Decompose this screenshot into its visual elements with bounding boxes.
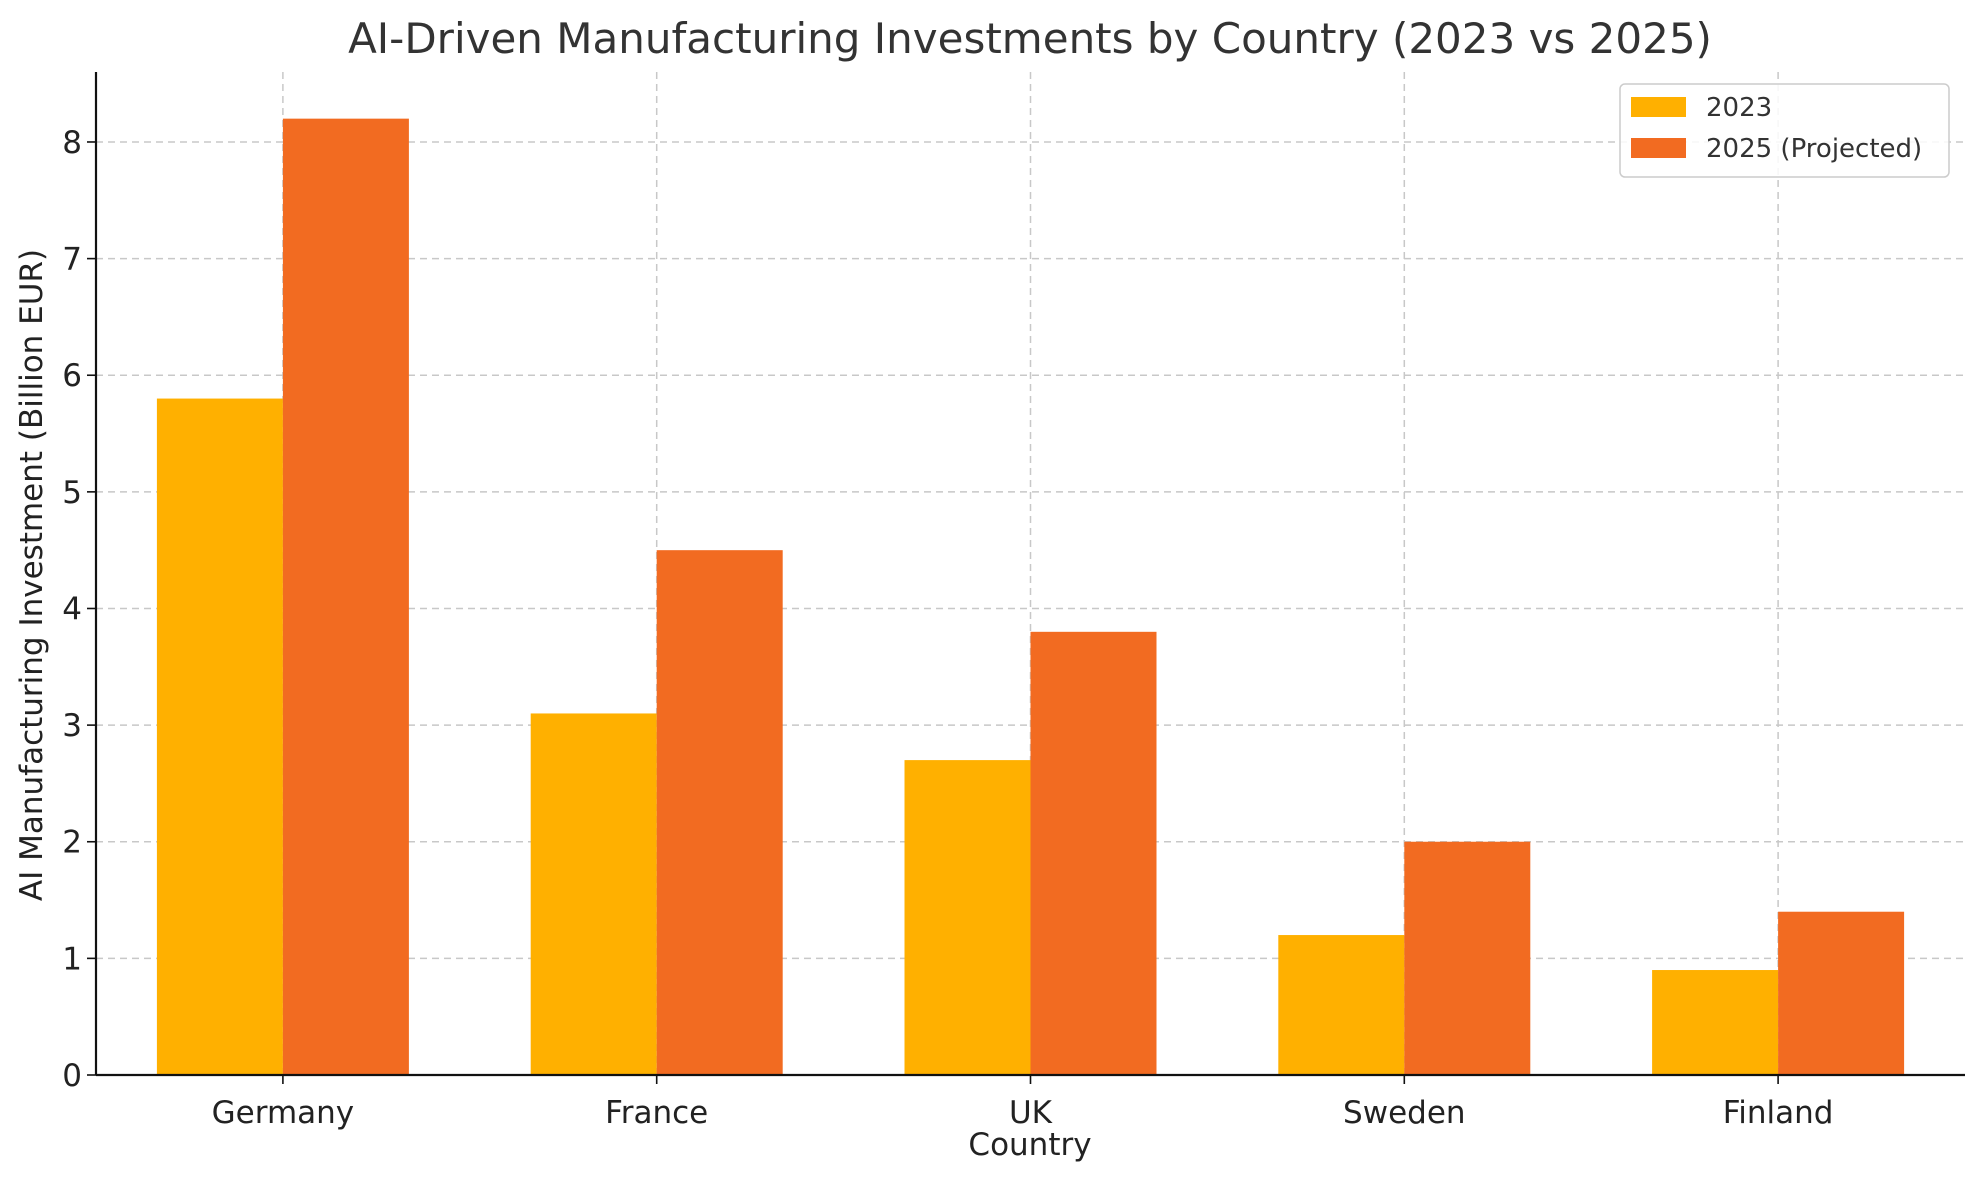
y-tick-label: 5 [62,475,82,511]
x-tick-label: Finland [1723,1095,1834,1131]
x-tick-label: Sweden [1343,1095,1466,1131]
y-tick-label: 8 [62,125,82,161]
axes [87,72,1965,1084]
x-tick-label: UK [1009,1095,1053,1131]
legend-label: 2023 [1706,93,1772,123]
bar-2025-projected-germany [282,118,409,1075]
y-tick-label: 4 [62,591,82,627]
y-tick-label: 0 [62,1058,82,1094]
x-tick-label: France [605,1095,708,1131]
legend: 2023 2025 (Projected) [1619,83,1950,178]
bar-2025-projected-uk [1030,631,1157,1075]
chart-title: AI-Driven Manufacturing Investments by C… [348,14,1712,63]
bar-2025-projected-sweden [1404,841,1531,1075]
y-tick-labels: 0 1 2 3 4 5 6 7 8 [62,125,82,1094]
x-axis-label: Country [968,1127,1091,1163]
bar-2025-projected-finland [1778,911,1905,1075]
bar-2023-finland [1652,970,1779,1075]
x-tick-label: Germany [212,1095,354,1131]
y-tick-label: 3 [62,708,82,744]
bar-2023-germany [156,398,283,1076]
y-tick-label: 1 [62,941,82,977]
bars [156,118,1905,1076]
bar-2023-sweden [1278,935,1405,1075]
y-tick-label: 6 [62,358,82,394]
legend-box [1619,83,1950,178]
bar-2023-uk [904,760,1031,1075]
y-axis-label: AI Manufacturing Investment (Billion EUR… [14,249,50,901]
y-tick-label: 7 [62,242,82,278]
bar-2025-projected-france [656,550,783,1075]
legend-swatch [1631,138,1686,158]
x-tick-labels: Germany France UK Sweden Finland [212,1095,1834,1131]
bar-2023-france [530,713,657,1075]
legend-label: 2025 (Projected) [1706,134,1922,164]
y-tick-label: 2 [62,825,82,861]
legend-swatch [1631,97,1686,117]
